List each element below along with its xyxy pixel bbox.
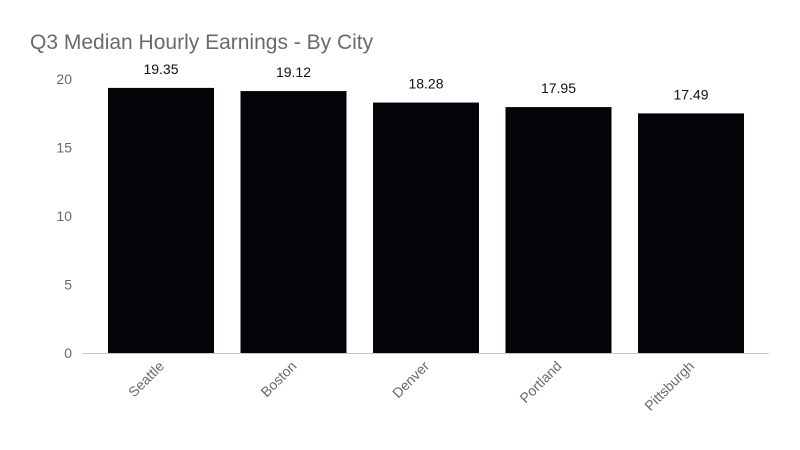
bar: [638, 113, 744, 354]
y-tick-label: 0: [64, 345, 72, 361]
y-tick-label: 10: [56, 208, 72, 224]
bar: [373, 102, 479, 354]
data-label: 19.12: [276, 64, 311, 80]
bar: [240, 91, 347, 353]
chart-title: Q3 Median Hourly Earnings - By City: [30, 31, 374, 54]
x-tick-label: Denver: [389, 358, 432, 401]
data-label: 17.95: [541, 80, 576, 96]
data-label: 17.49: [673, 86, 708, 102]
x-tick-label: Portland: [516, 358, 564, 406]
y-tick-label: 5: [64, 277, 72, 293]
data-label: 19.35: [143, 61, 178, 77]
bar: [505, 107, 612, 354]
y-tick-label: 20: [56, 71, 72, 87]
x-tick-label: Pittsburgh: [641, 358, 697, 414]
data-label: 18.28: [408, 76, 443, 92]
x-tick-label: Boston: [257, 358, 299, 400]
bar: [108, 87, 214, 353]
y-tick-label: 15: [56, 140, 72, 156]
x-tick-label: Seattle: [125, 358, 167, 400]
